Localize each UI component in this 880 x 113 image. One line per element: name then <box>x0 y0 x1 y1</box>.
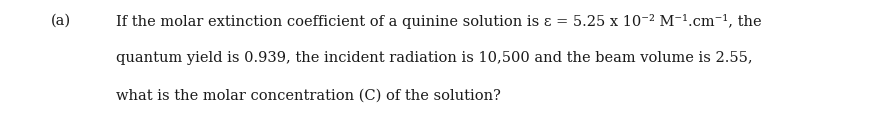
Text: (a): (a) <box>51 14 71 27</box>
Text: what is the molar concentration (C) of the solution?: what is the molar concentration (C) of t… <box>116 88 501 102</box>
Text: quantum yield is 0.939, the incident radiation is 10,500 and the beam volume is : quantum yield is 0.939, the incident rad… <box>116 51 752 65</box>
Text: If the molar extinction coefficient of a quinine solution is ε = 5.25 x 10⁻² M⁻¹: If the molar extinction coefficient of a… <box>116 14 762 28</box>
